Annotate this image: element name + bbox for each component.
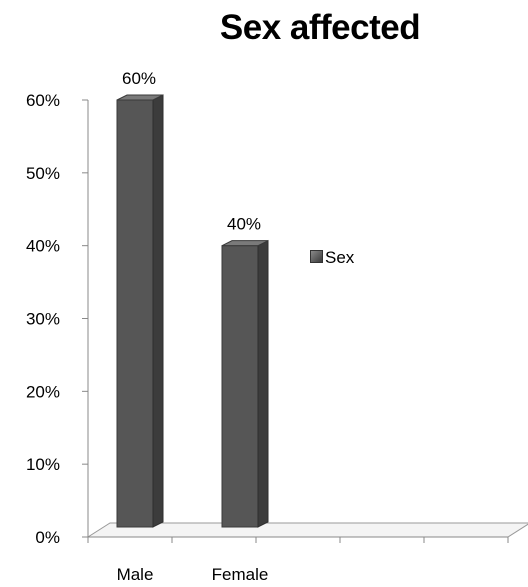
x-category-label: Male [117, 565, 154, 584]
chart-legend: Sex [310, 247, 370, 268]
y-tick-label: 30% [26, 310, 60, 329]
bar-side [152, 94, 164, 528]
bar-top [116, 94, 164, 101]
y-tick-label: 0% [35, 528, 60, 547]
legend-swatch [310, 250, 323, 263]
bar-front [116, 99, 154, 528]
y-tick-label: 10% [26, 455, 60, 474]
data-label: 60% [122, 69, 156, 88]
y-tick-label: 20% [26, 382, 60, 401]
bar-top [221, 240, 269, 247]
x-category-label: Female [212, 565, 269, 584]
chart-axes: 0% 10% 20% 30% 40% 50% 60% [26, 91, 509, 547]
y-tick-label: 40% [26, 237, 60, 256]
y-tick-label: 50% [26, 164, 60, 183]
y-tick-label: 60% [26, 91, 60, 110]
bar-front [221, 245, 259, 528]
chart-bars [116, 94, 269, 528]
legend-series-name: Sex [325, 248, 355, 267]
bar-side [257, 239, 269, 528]
chart-title: Sex affected [219, 8, 421, 47]
data-label: 40% [227, 215, 261, 234]
chart-labels: 60% Male 40% Female [117, 69, 269, 584]
